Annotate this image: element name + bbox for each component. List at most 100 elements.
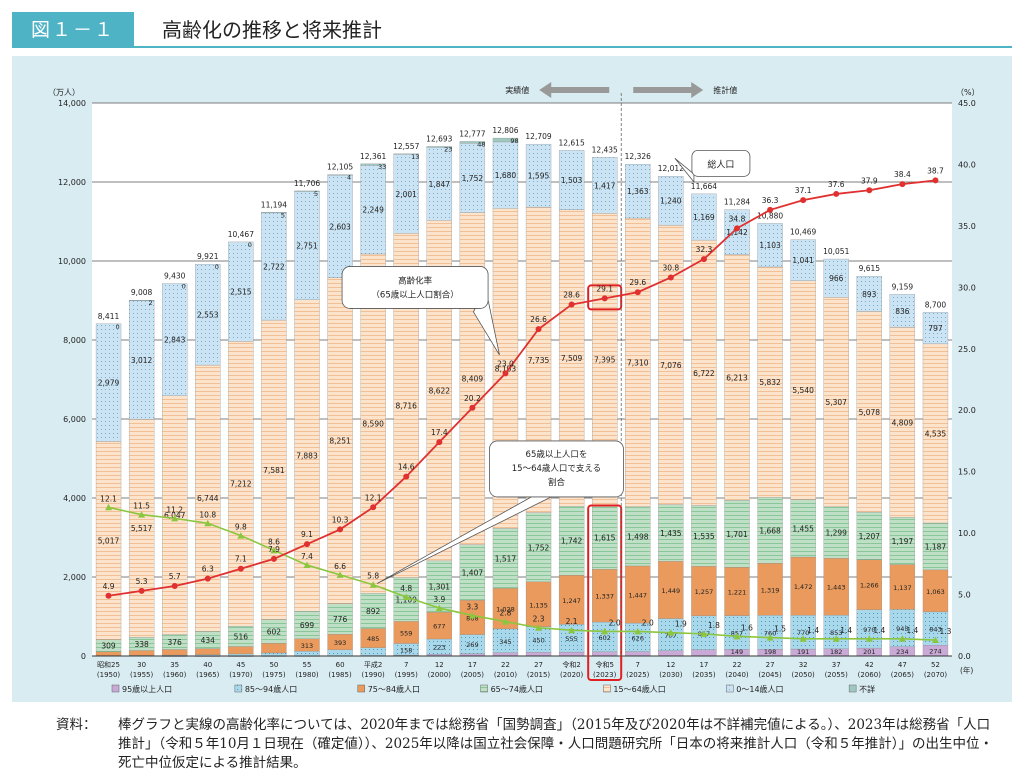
support-ratio-point bbox=[336, 571, 344, 578]
segment-label: 201 bbox=[863, 648, 875, 656]
segment-label: 2,979 bbox=[98, 379, 120, 388]
total-label: 9,008 bbox=[131, 288, 153, 297]
bar-segment bbox=[459, 141, 486, 144]
x-tick-era: 55 bbox=[303, 661, 312, 669]
bar-segment bbox=[360, 163, 386, 166]
support-ratio-point bbox=[402, 593, 410, 601]
segment-label: 1,363 bbox=[627, 187, 649, 196]
segment-label: 2,843 bbox=[164, 336, 186, 345]
segment-label: 4,809 bbox=[892, 418, 914, 427]
x-tick-year: (1990) bbox=[362, 671, 386, 679]
bar-segment bbox=[658, 504, 684, 562]
segment-label: 450 bbox=[532, 636, 544, 644]
x-tick-year: (2030) bbox=[659, 671, 683, 679]
bar-segment bbox=[823, 557, 849, 616]
aging-rate-point bbox=[734, 225, 740, 232]
unknown-label: 0 bbox=[115, 323, 119, 331]
segment-label: 2,001 bbox=[395, 190, 417, 199]
unknown-label: 4 bbox=[347, 174, 351, 182]
bar-segment bbox=[360, 164, 386, 255]
bar-segment bbox=[658, 650, 684, 657]
segment-label: 1,680 bbox=[495, 171, 517, 180]
segment-label: 5,517 bbox=[131, 524, 153, 533]
bar-segment bbox=[558, 574, 585, 625]
source-text: 棒グラフと実線の高齢化率については、2020年までは総務省「国勢調査」（2015… bbox=[118, 717, 994, 771]
x-tick-year: (2005) bbox=[461, 671, 485, 679]
x-tick-era: 42 bbox=[865, 661, 874, 669]
bar-segment bbox=[691, 193, 717, 241]
support-ratio-label: 1.8 bbox=[708, 621, 720, 630]
aging-rate-label: 34.8 bbox=[729, 214, 746, 223]
bar-segment bbox=[261, 212, 287, 321]
aging-rate-label: 38.4 bbox=[894, 170, 911, 179]
aging-rate-point bbox=[403, 473, 410, 480]
segment-label: 1,301 bbox=[429, 583, 451, 592]
total-label: 10,051 bbox=[823, 247, 849, 256]
bar-segment bbox=[426, 612, 452, 640]
bar-segment bbox=[95, 441, 122, 640]
segment-label: 269 bbox=[466, 641, 478, 649]
x-tick-year: (2015) bbox=[527, 671, 551, 679]
segment-label: 7,883 bbox=[296, 451, 318, 460]
support-ratio-label: 3.9 bbox=[433, 595, 445, 604]
right-tick-label: 15.0 bbox=[958, 468, 976, 477]
segment-label: 1,257 bbox=[695, 588, 714, 596]
legend-label: 75～84歳人口 bbox=[368, 684, 420, 694]
segment-label: 309 bbox=[101, 642, 116, 651]
total-label: 9,921 bbox=[197, 252, 219, 261]
segment-label: 3,012 bbox=[131, 356, 153, 365]
aging-rate-point bbox=[700, 256, 707, 263]
segment-label: 1,337 bbox=[595, 593, 614, 601]
bar-segment bbox=[492, 141, 519, 209]
projected-label: 推計値 bbox=[713, 85, 737, 95]
legend-swatch bbox=[848, 684, 857, 693]
total-label: 10,880 bbox=[757, 211, 783, 220]
bar-segment bbox=[426, 560, 452, 613]
segment-label: 1,266 bbox=[860, 582, 879, 590]
bar-segment bbox=[757, 266, 783, 498]
aging-rate-label: 4.9 bbox=[103, 582, 115, 591]
left-tick-label: 8,000 bbox=[63, 336, 86, 345]
bar-segment bbox=[691, 649, 717, 657]
bar-segment bbox=[393, 153, 419, 155]
aging-callout-line1: 高齢化率 bbox=[398, 275, 433, 286]
aging-rate-point bbox=[634, 289, 641, 296]
support-ratio-point bbox=[931, 636, 939, 644]
segment-label: 485 bbox=[367, 635, 379, 643]
segment-label: 1,742 bbox=[561, 537, 583, 546]
bar-segment bbox=[327, 174, 353, 176]
segment-label: 1,207 bbox=[859, 532, 881, 541]
bar-segment bbox=[128, 300, 155, 301]
bar-segment bbox=[558, 651, 585, 657]
bar-segment bbox=[294, 299, 320, 612]
support-ratio-label: 2.3 bbox=[533, 615, 545, 624]
support-ratio-label: 2.8 bbox=[499, 609, 511, 618]
bar-segment bbox=[691, 566, 717, 617]
aging-rate-label: 7.1 bbox=[235, 555, 247, 564]
unknown-label: 2 bbox=[149, 299, 153, 307]
bar-segment bbox=[757, 563, 783, 616]
bar-segment bbox=[228, 646, 254, 655]
segment-label: 2,751 bbox=[296, 241, 318, 250]
aging-rate-label: 7.9 bbox=[268, 545, 280, 554]
segment-label: 843 bbox=[929, 626, 941, 634]
support-ratio-label: 1.4 bbox=[840, 626, 852, 635]
aging-rate-label: 30.8 bbox=[662, 264, 679, 273]
support-ratio-point bbox=[799, 635, 807, 642]
segment-label: 8,103 bbox=[495, 364, 517, 373]
x-tick-era: 60 bbox=[336, 661, 345, 669]
bar-segment bbox=[724, 615, 750, 650]
bar-segment bbox=[360, 593, 386, 629]
x-tick-era: 7 bbox=[404, 661, 408, 669]
legend-swatch bbox=[480, 684, 488, 693]
support-ratio-point bbox=[568, 626, 576, 634]
x-tick-era: 17 bbox=[468, 661, 477, 669]
left-tick-label: 14,000 bbox=[58, 99, 86, 108]
bar-segment bbox=[128, 650, 155, 656]
header-divider bbox=[134, 46, 1012, 48]
support-ratio-point bbox=[303, 561, 311, 569]
figure-title: 高齢化の推移と将来推計 bbox=[162, 18, 382, 42]
segment-label: 7,735 bbox=[528, 356, 550, 365]
segment-label: 853 bbox=[830, 629, 842, 637]
segment-label: 1,417 bbox=[594, 181, 616, 190]
